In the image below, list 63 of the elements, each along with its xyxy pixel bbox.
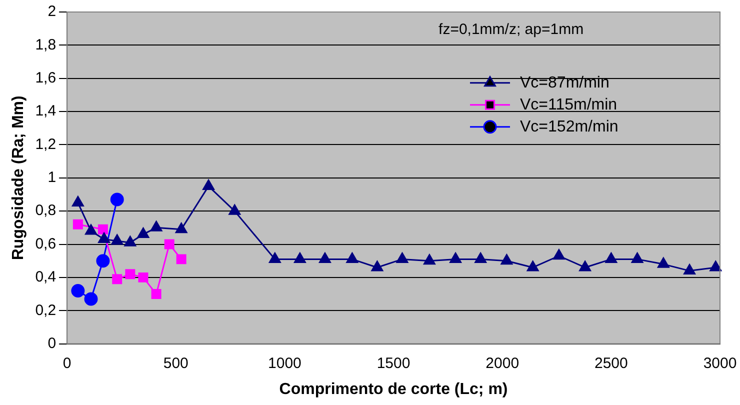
point [124, 236, 136, 246]
point [125, 269, 136, 280]
y-tick-label: 0,4 [35, 268, 56, 286]
point [176, 254, 186, 264]
x-tick-label: 500 [163, 354, 188, 372]
y-tick-label: 1,8 [35, 36, 56, 54]
point [526, 260, 539, 272]
x-tick-label: 2000 [486, 354, 520, 372]
point [346, 252, 358, 263]
point [450, 252, 462, 263]
legend-label: Vc=115m/min [520, 96, 618, 114]
legend-label: Vc=152m/min [520, 118, 618, 136]
point [396, 252, 408, 263]
x-tick-label: 1500 [376, 354, 410, 372]
point [294, 252, 306, 263]
point [98, 232, 110, 244]
y-tick-label: 2 [48, 3, 56, 20]
point [164, 239, 174, 250]
point [268, 252, 281, 263]
point [605, 252, 618, 263]
legend-label: Vc=87m/min [520, 74, 610, 92]
point [228, 204, 241, 215]
x-tick-label: 0 [62, 354, 72, 372]
y-tick-label: 0,2 [35, 302, 56, 319]
point [500, 254, 513, 265]
point [151, 289, 162, 300]
y-tick-label: 1,2 [35, 136, 56, 153]
point [552, 249, 565, 260]
point [371, 260, 384, 272]
point [579, 260, 592, 272]
point [474, 252, 487, 263]
point [72, 196, 84, 207]
point [98, 224, 108, 234]
point [137, 228, 150, 238]
point [138, 272, 148, 282]
x-tick-label: 2500 [594, 354, 628, 372]
y-tick-label: 1,4 [35, 102, 56, 120]
point [112, 274, 122, 284]
y-tick-label: 0,8 [35, 202, 56, 220]
x-tick-label: 1000 [268, 354, 302, 372]
point [657, 257, 670, 268]
point [684, 264, 696, 275]
point [631, 252, 644, 263]
point [96, 254, 110, 268]
text: fz=0,1mm/z; ap=1mm [438, 21, 584, 38]
y-tick-label: 1,6 [35, 70, 56, 86]
point [72, 219, 83, 230]
point [175, 222, 188, 234]
y-tick-label: 1 [48, 169, 56, 186]
y-tick-label: 0,6 [35, 235, 56, 252]
point [85, 224, 97, 235]
y-tick-label: 0 [48, 334, 56, 352]
point [319, 252, 331, 263]
point [423, 254, 436, 265]
point [202, 179, 214, 190]
point [111, 234, 124, 245]
y-axis-title: Rugosidade (Ra; Mm) [10, 96, 28, 260]
x-tick-label: 3000 [703, 354, 737, 372]
point [150, 220, 162, 232]
point [84, 292, 98, 306]
point [71, 284, 85, 298]
point [710, 260, 722, 272]
x-axis-title: Comprimento de corte (Lc; m) [279, 380, 508, 398]
